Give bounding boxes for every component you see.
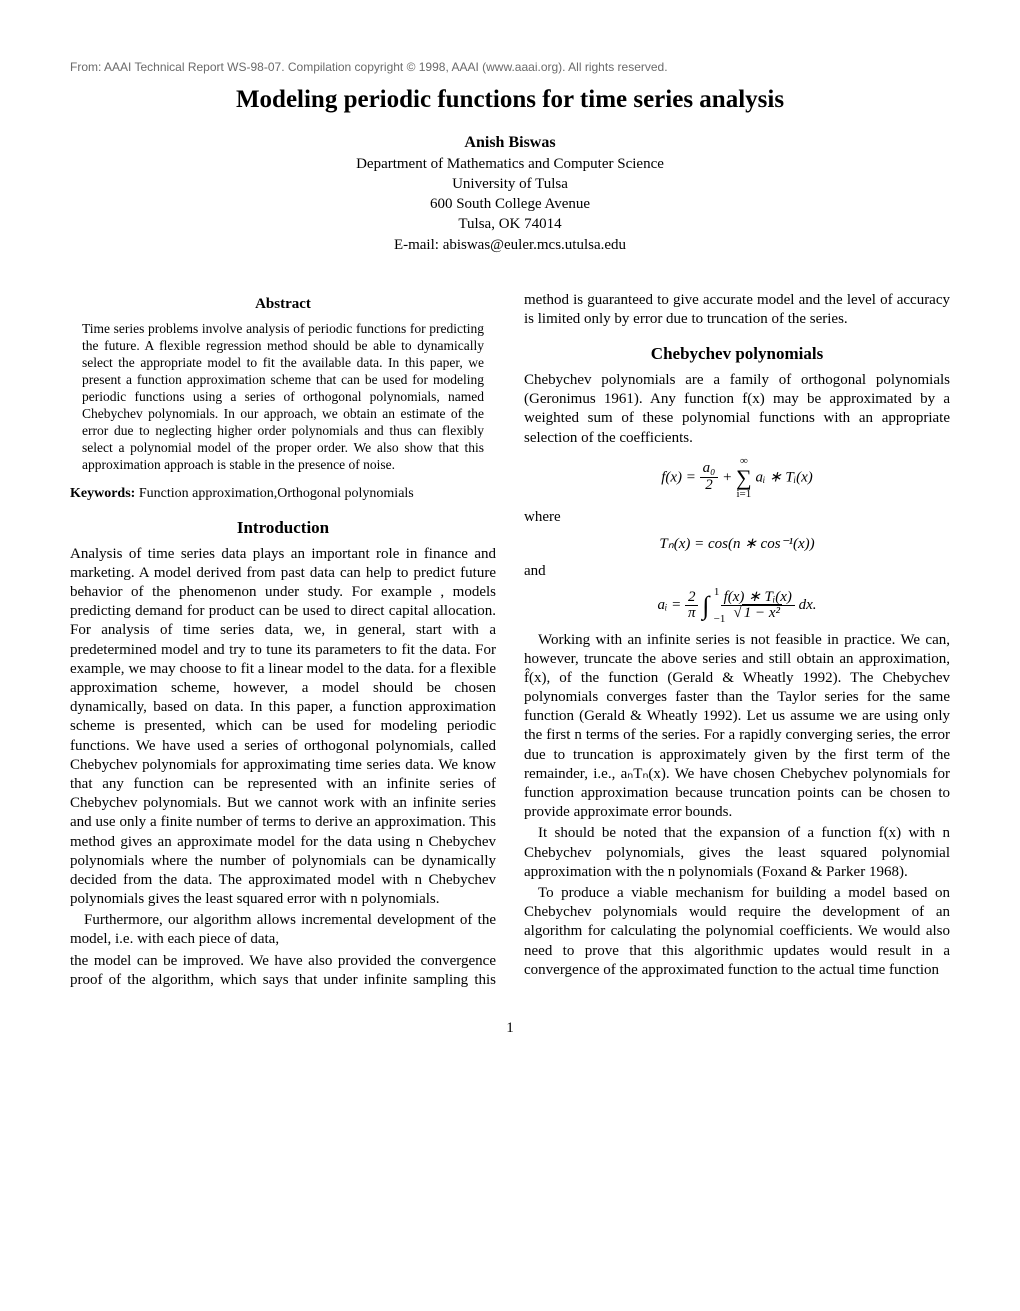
- fraction: 2 π: [685, 590, 699, 623]
- equation-fx: f(x) = a₀ 2 + ∞ ∑ i=1 aᵢ ∗ Tᵢ(x): [524, 456, 950, 500]
- fraction-denominator: π: [685, 606, 699, 622]
- paper-title: Modeling periodic functions for time ser…: [70, 86, 950, 114]
- author-name: Anish Biswas: [70, 132, 950, 154]
- section-heading-introduction: Introduction: [70, 517, 496, 539]
- author-affiliation-line: Tulsa, OK 74014: [70, 214, 950, 234]
- abstract-body: Time series problems involve analysis of…: [82, 320, 484, 473]
- integral-icon: ∫ 1 −1: [702, 589, 709, 622]
- fraction-numerator: a₀: [700, 461, 719, 478]
- header-note: From: AAAI Technical Report WS-98-07. Co…: [70, 60, 950, 74]
- eq-text: aᵢ ∗ Tᵢ(x): [755, 469, 812, 485]
- fraction: a₀ 2: [700, 461, 719, 494]
- keywords: Keywords: Function approximation,Orthogo…: [70, 485, 496, 503]
- keywords-label: Keywords:: [70, 486, 135, 501]
- sigma-icon: ∑: [736, 467, 752, 489]
- eq-text: f(x) =: [661, 469, 699, 485]
- keywords-text: Function approximation,Orthogonal polyno…: [135, 486, 413, 501]
- eq-text: dx.: [799, 597, 817, 613]
- intro-paragraph: Furthermore, our algorithm allows increm…: [70, 911, 496, 949]
- fraction-numerator: 2: [685, 590, 699, 607]
- sqrt-content: 1 − x²: [742, 604, 782, 621]
- sum-lower: i=1: [736, 489, 752, 500]
- fraction: f(x) ∗ Tᵢ(x) √1 − x²: [721, 590, 795, 623]
- author-affiliation-line: 600 South College Avenue: [70, 194, 950, 214]
- chebychev-paragraph: It should be noted that the expansion of…: [524, 824, 950, 882]
- chebychev-paragraph: Chebychev polynomials are a family of or…: [524, 371, 950, 448]
- abstract-heading: Abstract: [70, 295, 496, 314]
- fraction-denominator: 2: [700, 478, 719, 494]
- integral-lower: −1: [714, 612, 726, 626]
- author-block: Anish Biswas Department of Mathematics a…: [70, 132, 950, 255]
- author-email: E-mail: abiswas@euler.mcs.utulsa.edu: [70, 235, 950, 255]
- section-heading-chebychev: Chebychev polynomials: [524, 343, 950, 365]
- fraction-denominator: √1 − x²: [721, 606, 795, 622]
- where-label: where: [524, 508, 950, 527]
- two-column-body: Abstract Time series problems involve an…: [70, 291, 950, 990]
- eq-text: +: [722, 469, 736, 485]
- and-label: and: [524, 562, 950, 581]
- chebychev-paragraph: Working with an infinite series is not f…: [524, 631, 950, 823]
- integral-upper: 1: [714, 585, 720, 599]
- chebychev-paragraph: To produce a viable mechanism for buildi…: [524, 884, 950, 980]
- equation-ai: aᵢ = 2 π ∫ 1 −1 f(x) ∗ Tᵢ(x) √1 − x² dx.: [524, 589, 950, 622]
- summation: ∞ ∑ i=1: [736, 456, 752, 500]
- equation-tn: Tₙ(x) = cos(n ∗ cos⁻¹(x)): [524, 535, 950, 554]
- author-affiliation-line: Department of Mathematics and Computer S…: [70, 154, 950, 174]
- eq-text: aᵢ =: [657, 597, 685, 613]
- page-number: 1: [70, 1020, 950, 1037]
- intro-paragraph: Analysis of time series data plays an im…: [70, 545, 496, 910]
- author-affiliation-line: University of Tulsa: [70, 174, 950, 194]
